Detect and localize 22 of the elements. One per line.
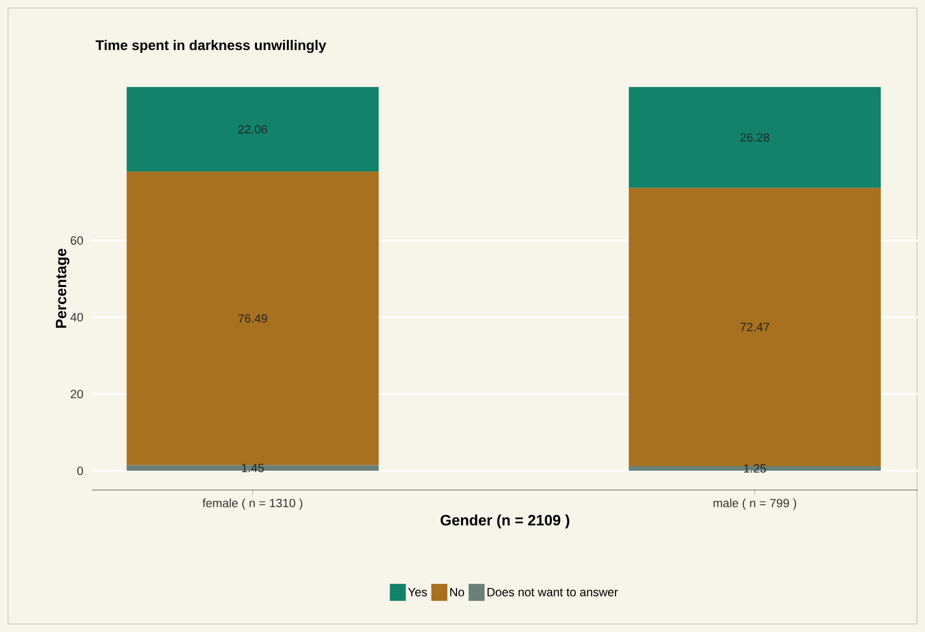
x-tick-label: male ( n = 799 )	[714, 498, 796, 510]
bar	[126, 465, 379, 471]
bar	[126, 172, 379, 466]
data-label: 1.45	[242, 464, 264, 472]
chart-title: Time spent in darkness unwillingly	[96, 40, 326, 53]
data-label: 76.49	[238, 314, 268, 323]
y-tick-label: 20	[70, 390, 84, 398]
data-label: 72.47	[740, 322, 770, 332]
data-label: 22.06	[238, 125, 268, 134]
bar	[126, 86, 379, 172]
x-axis-title: Gender (n = 2109 )	[440, 514, 570, 528]
y-tick-label: 40	[70, 313, 84, 322]
bar	[628, 86, 881, 188]
y-axis-title: Percentage	[56, 248, 70, 328]
data-label: 26.28	[740, 133, 770, 142]
y-tick-label: 0	[77, 466, 84, 476]
x-tick-label: female ( n = 1310 )	[202, 498, 302, 510]
y-tick-label: 60	[70, 236, 84, 245]
legend-label: No	[450, 588, 464, 596]
legend-label: Yes	[408, 588, 427, 596]
bar	[628, 466, 881, 471]
legend-label: Does not want to answer	[488, 588, 618, 596]
